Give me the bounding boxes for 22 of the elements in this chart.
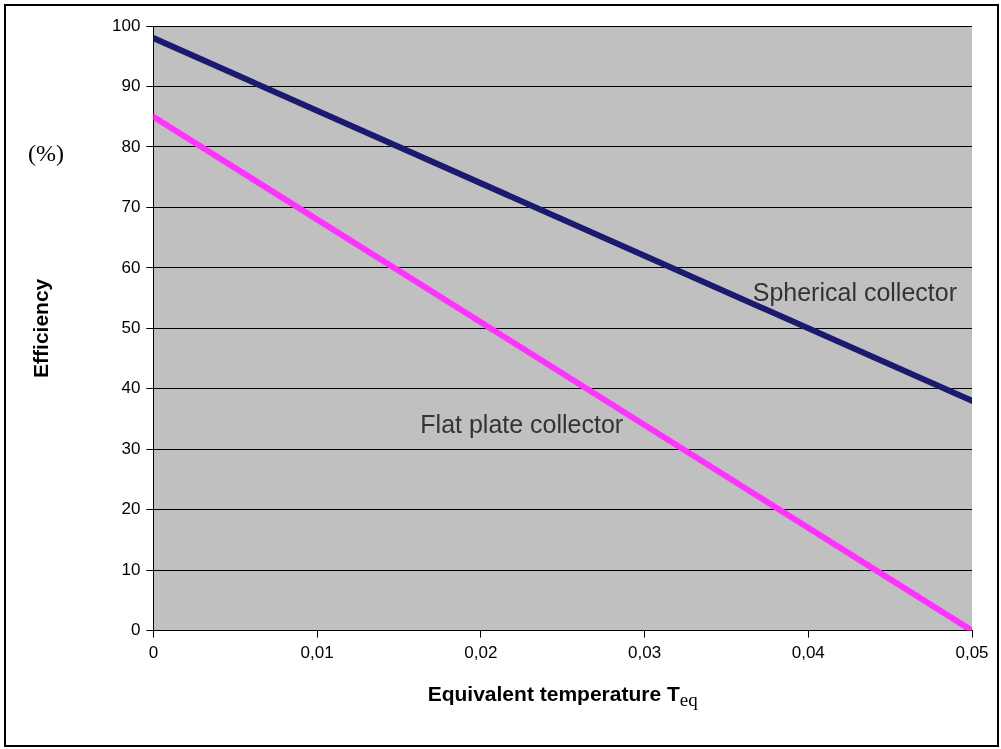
y-axis-title: Efficiency xyxy=(29,278,52,378)
y-tick-label: 30 xyxy=(121,438,141,458)
series-label: Flat plate collector xyxy=(420,409,624,438)
y-tick-label: 70 xyxy=(121,197,141,217)
y-tick-label: 50 xyxy=(121,317,141,337)
y-tick-label: 90 xyxy=(121,76,141,96)
x-tick-label: 0 xyxy=(148,643,159,663)
series-label: Spherical collector xyxy=(752,277,957,306)
x-tick-label: 0,02 xyxy=(464,643,498,663)
y-tick-label: 60 xyxy=(121,257,141,277)
x-tick-label: 0,04 xyxy=(791,643,825,663)
x-tick-label: 0,01 xyxy=(300,643,334,663)
x-tick-label: 0,05 xyxy=(955,643,989,663)
y-tick-label: 0 xyxy=(130,620,141,640)
text: (%) xyxy=(28,140,64,166)
x-axis-title: Equivalent temperature Teq xyxy=(427,681,699,710)
x-tick-label: 0,03 xyxy=(628,643,662,663)
y-tick-label: 100 xyxy=(111,15,141,35)
y-tick-label: 20 xyxy=(121,499,141,519)
y-tick-label: 10 xyxy=(121,559,141,579)
y-tick-label: 40 xyxy=(121,378,141,398)
y-tick-label: 80 xyxy=(121,136,141,156)
